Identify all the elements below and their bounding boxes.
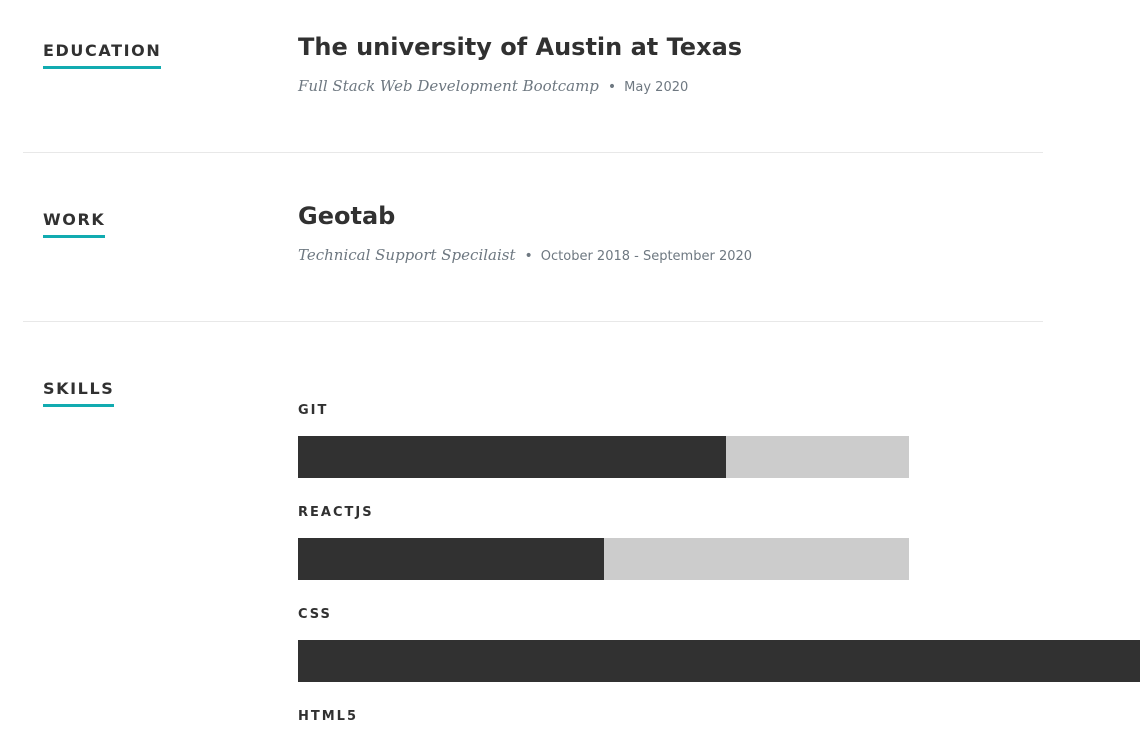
education-info: Full Stack Web Development Bootcamp • May … xyxy=(298,75,688,99)
skill-bar-fill xyxy=(298,640,1140,682)
skill-bar-track xyxy=(298,436,909,478)
skill-bar-track xyxy=(298,640,1140,682)
section-divider xyxy=(23,152,1043,153)
work-info: Technical Support Specilaist • October 201… xyxy=(298,244,752,268)
work-heading: WORK xyxy=(43,209,106,238)
skill-name: CSS xyxy=(298,607,332,622)
work-dates: October 2018 - September 2020 xyxy=(540,249,753,264)
work-company: Geotab xyxy=(298,202,396,230)
bullet-separator: • xyxy=(524,248,533,264)
education-school: The university of Austin at Texas xyxy=(298,33,743,61)
education-degree: Full Stack Web Development Bootcamp xyxy=(298,77,599,95)
skill-bar-track xyxy=(298,538,909,580)
skill-name: REACTJS xyxy=(298,505,374,520)
work-title: Technical Support Specilaist xyxy=(298,246,516,264)
education-date: May 2020 xyxy=(624,80,689,95)
skill-bar-fill xyxy=(298,436,726,478)
skills-heading: SKILLS xyxy=(43,378,115,407)
education-heading: EDUCATION xyxy=(43,40,162,69)
skill-bar-fill xyxy=(298,538,604,580)
skill-name: HTML5 xyxy=(298,709,359,724)
skill-name: GIT xyxy=(298,403,329,418)
bullet-separator: • xyxy=(607,79,617,95)
section-divider xyxy=(23,321,1043,322)
